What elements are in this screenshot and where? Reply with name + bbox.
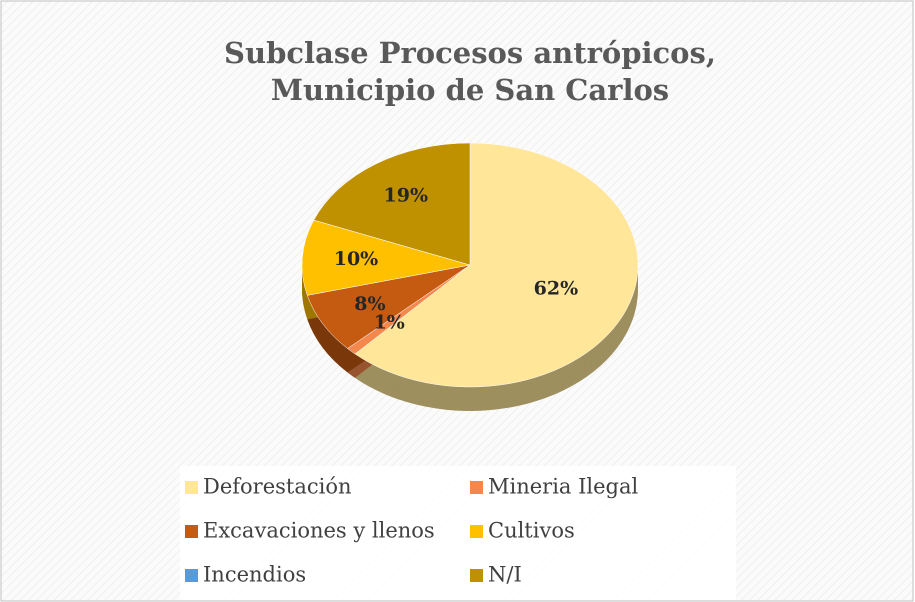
legend-label: Cultivos <box>488 519 575 543</box>
legend-label: Excavaciones y llenos <box>203 519 435 543</box>
legend-background <box>180 466 736 600</box>
legend-label: Mineria Ilegal <box>488 475 639 499</box>
data-label: 1% <box>374 312 405 334</box>
data-label: 19% <box>384 184 429 206</box>
legend-swatch <box>470 525 483 538</box>
legend-swatch <box>470 481 483 494</box>
slice <box>354 142 639 388</box>
slice <box>301 219 471 296</box>
slice <box>313 142 471 266</box>
chart-title: Subclase Procesos antrópicos, Municipio d… <box>224 36 716 107</box>
data-label: 8% <box>354 293 385 315</box>
legend-label: N/I <box>488 563 522 587</box>
legend-swatch <box>185 569 198 582</box>
legend-label: Incendios <box>203 563 306 587</box>
legend-swatch <box>470 569 483 582</box>
legend-label: Deforestación <box>203 475 352 499</box>
legend-swatch <box>185 525 198 538</box>
data-label: 62% <box>534 278 579 300</box>
data-label: 10% <box>334 248 379 270</box>
legend-swatch <box>185 481 198 494</box>
